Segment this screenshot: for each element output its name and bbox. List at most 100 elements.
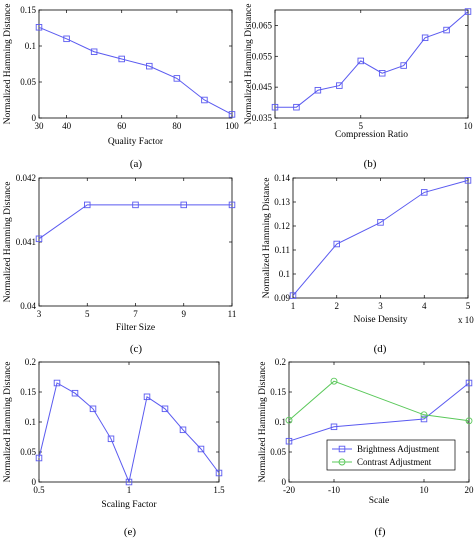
data-point: [464, 8, 472, 15]
data-point: [357, 57, 365, 65]
data-point: [336, 82, 343, 89]
data-point: [271, 103, 279, 111]
y-tick-label: 0.2: [25, 357, 36, 367]
x-tick-label: 30: [35, 121, 45, 131]
y-tick-label: 0.045: [252, 82, 273, 92]
data-point: [421, 189, 428, 196]
data-point: [400, 62, 407, 69]
legend-marker: [338, 458, 346, 466]
x-tick-label: -20: [283, 485, 295, 495]
x-multiplier: x 10-3: [458, 313, 474, 325]
plot-frame: [38, 9, 233, 119]
y-tick-label: 0: [32, 477, 37, 487]
data-point: [215, 469, 223, 477]
legend-label: Brightness Adjustment: [357, 444, 440, 454]
y-tick-label: 0.042: [16, 173, 36, 183]
y-tick-label: 0.05: [20, 77, 36, 87]
data-point: [179, 426, 187, 434]
chart-a: 30 40 60 80 100 0 0.05 0.1 0.15 Quality Factor Nor…: [3, 4, 239, 170]
y-tick-label: 0.05: [270, 447, 286, 457]
y-tick-label: 0.055: [252, 51, 273, 61]
data-point: [465, 379, 473, 387]
x-tick-label: 100: [225, 121, 239, 131]
x-axis-label: Scaling Factor: [101, 500, 157, 510]
x-tick-label: 11: [228, 309, 237, 319]
x-tick-label: 10: [464, 121, 474, 131]
data-point: [90, 48, 98, 56]
data-point: [118, 55, 125, 63]
y-axis-label: Normalized Hamming Distance: [3, 182, 13, 303]
y-tick-label: 0.035: [252, 113, 273, 123]
x-tick-label: 7: [133, 309, 138, 319]
x-multiplier-base: x 10: [458, 315, 474, 325]
series-line: [38, 382, 220, 484]
panel-caption: (a): [130, 158, 143, 170]
y-tick-label: 0.15: [270, 387, 286, 397]
x-tick-label: 0.5: [33, 485, 45, 495]
data-point: [143, 393, 151, 401]
y-tick-label: 0: [32, 113, 37, 123]
data-point: [228, 111, 236, 118]
data-point: [63, 35, 70, 43]
series-line: [38, 204, 232, 240]
y-tick-label: 0.15: [20, 387, 36, 397]
y-tick-label: 0.04: [20, 301, 36, 311]
y-tick-label: 0.1: [25, 41, 36, 51]
series-line: [288, 380, 470, 422]
x-tick-label: 20: [465, 485, 474, 495]
x-tick-label: 5: [466, 301, 471, 311]
x-tick-label: 80: [172, 121, 182, 131]
x-axis-label: Compression Ratio: [335, 130, 408, 140]
y-tick-label: 0.05: [20, 447, 36, 457]
y-axis-label: Normalized Hamming Distance: [258, 362, 268, 483]
series-line: [292, 179, 469, 296]
series-line: [288, 382, 470, 442]
panel-caption: (c): [130, 343, 143, 355]
data-point: [378, 70, 386, 77]
series-line: [275, 11, 469, 108]
x-tick-label: 5: [85, 309, 90, 319]
x-tick-label: 9: [182, 309, 187, 319]
y-tick-label: 0.065: [252, 20, 273, 30]
plot-frame: [292, 177, 469, 299]
data-point: [71, 389, 79, 397]
x-tick-label: 4: [422, 301, 427, 311]
x-tick-label: 1: [273, 121, 278, 131]
data-point: [465, 417, 473, 425]
x-axis-label: Filter Size: [116, 323, 155, 333]
data-point: [197, 445, 205, 453]
legend: Brightness Adjustment Contrast Adjustment: [326, 439, 456, 471]
data-point: [125, 478, 133, 486]
chart-e: 0.5 1 1.5 0 0.05 0.1 0.15 0.2 Scaling Factor Norm…: [3, 357, 225, 538]
data-point: [161, 405, 169, 413]
y-axis-label: Normalized Hamming Distance: [244, 4, 254, 125]
panel-caption: (e): [124, 526, 137, 538]
data-point: [330, 377, 338, 385]
x-tick-label: 60: [117, 121, 127, 131]
data-point: [293, 103, 300, 111]
data-point: [35, 454, 43, 462]
data-point: [314, 86, 322, 94]
y-axis-label: Normalized Hamming Distance: [3, 4, 13, 125]
x-axis-label: Scale: [369, 496, 390, 506]
y-tick-label: 0.11: [275, 245, 290, 255]
data-point: [53, 379, 61, 387]
chart-b: 1 5 10 0.035 0.045 0.055 0.065 Compression Rati…: [244, 4, 473, 170]
y-tick-label: 0.14: [274, 173, 290, 183]
chart-f: -20 -10 10 20 0 0.05 0.1 0.15 0.2 Scale Normalized…: [258, 357, 474, 538]
x-tick-label: 1: [127, 485, 132, 495]
legend-box: [326, 439, 456, 471]
data-point: [443, 26, 450, 34]
data-point: [377, 219, 384, 226]
y-axis-label: Normalized Hamming Distance: [3, 362, 13, 483]
y-axis-label: Normalized Hamming Distance: [262, 178, 272, 299]
data-point: [89, 405, 97, 413]
y-tick-label: 0.13: [274, 197, 290, 207]
data-point: [35, 235, 43, 243]
x-tick-label: 1: [291, 301, 296, 311]
y-tick-label: 0.09: [274, 293, 290, 303]
y-tick-label: 0.1: [25, 417, 36, 427]
data-point: [173, 75, 181, 82]
y-tick-label: 0.041: [16, 237, 36, 247]
